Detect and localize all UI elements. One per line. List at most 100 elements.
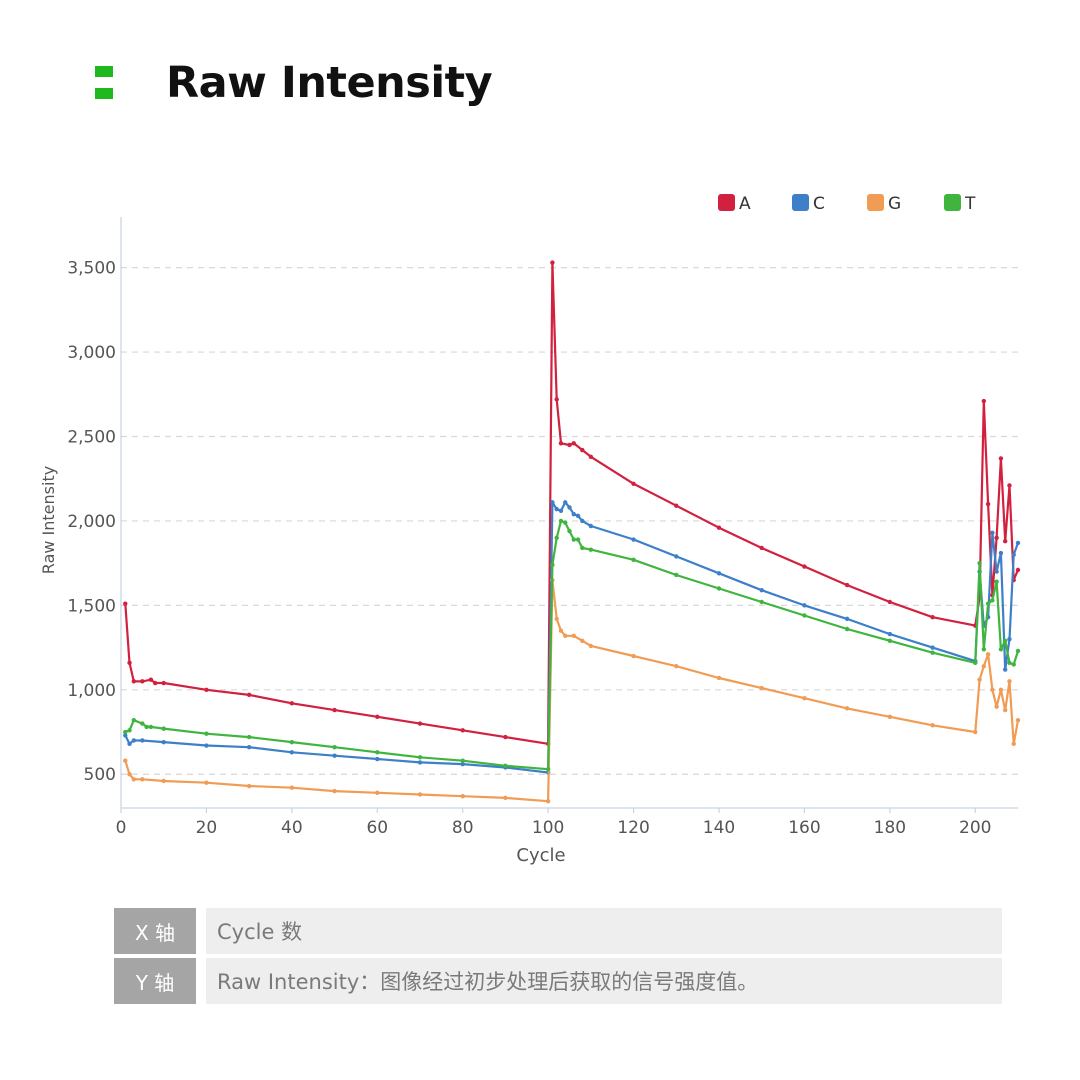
legend-item-T[interactable]: T <box>944 194 976 214</box>
data-point-C <box>1002 667 1008 672</box>
chart-axes <box>120 217 1018 813</box>
data-point-G <box>417 792 423 797</box>
legend-label: T <box>964 194 976 214</box>
data-point-T <box>580 545 585 551</box>
x-tick-label: 100 <box>532 818 564 838</box>
data-point-C <box>930 645 935 650</box>
data-point-G <box>332 788 337 794</box>
y-tick-label: 1,500 <box>67 596 116 616</box>
data-point-G <box>985 652 991 657</box>
legend-swatch <box>718 194 735 211</box>
data-point-T <box>558 518 564 524</box>
data-point-A <box>140 679 145 684</box>
data-point-A <box>460 728 465 733</box>
x-tick-label: 20 <box>196 818 218 838</box>
data-point-A <box>246 692 252 698</box>
info-key-x: X 轴 <box>114 908 196 954</box>
data-point-G <box>973 729 978 735</box>
axis-info-table: X 轴 Cycle 数 Y 轴 Raw Intensity：图像经过初步处理后获… <box>114 908 1002 1008</box>
x-tick-label: 80 <box>452 818 474 838</box>
data-point-T <box>674 572 679 578</box>
data-point-C <box>759 587 764 593</box>
data-point-T <box>973 660 978 665</box>
data-point-C <box>140 738 145 743</box>
data-point-A <box>131 679 137 684</box>
chart-grid <box>121 267 1018 775</box>
data-point-T <box>417 755 423 760</box>
data-point-C <box>554 506 559 512</box>
data-point-T <box>998 647 1004 652</box>
data-point-G <box>131 777 137 782</box>
data-point-C <box>460 761 465 767</box>
legend-item-C[interactable]: C <box>792 194 825 214</box>
x-tick-label: 0 <box>116 818 127 838</box>
data-point-T <box>1007 660 1012 665</box>
data-point-T <box>204 731 209 736</box>
data-point-T <box>631 557 636 562</box>
data-point-G <box>994 704 999 709</box>
x-tick-label: 60 <box>366 818 388 838</box>
data-point-G <box>204 780 209 785</box>
y-tick-label: 3,500 <box>67 259 116 279</box>
data-point-T <box>123 729 128 735</box>
data-point-A <box>332 707 337 713</box>
data-point-C <box>1007 636 1012 642</box>
data-point-A <box>981 398 987 404</box>
legend-label: G <box>888 194 901 214</box>
data-point-C <box>588 523 594 529</box>
data-point-G <box>375 790 380 796</box>
data-point-G <box>460 793 465 799</box>
data-point-C <box>246 745 252 750</box>
x-axis-label: Cycle <box>516 845 565 866</box>
data-point-G <box>674 663 679 669</box>
info-row-x: X 轴 Cycle 数 <box>114 908 1002 954</box>
data-point-G <box>887 714 893 720</box>
data-point-C <box>844 616 850 622</box>
data-point-T <box>575 537 581 542</box>
data-point-C <box>127 741 132 747</box>
data-point-A <box>887 599 893 605</box>
data-point-A <box>375 714 380 720</box>
data-point-A <box>1007 483 1012 488</box>
data-point-G <box>1002 707 1008 713</box>
legend-swatch <box>792 194 809 211</box>
data-point-G <box>1015 717 1021 723</box>
data-point-A <box>844 582 850 588</box>
data-point-G <box>759 685 764 691</box>
data-point-C <box>567 505 572 510</box>
legend-item-A[interactable]: A <box>718 194 751 214</box>
data-point-A <box>567 442 572 448</box>
data-point-G <box>545 799 551 804</box>
data-point-G <box>981 663 987 669</box>
info-key-y: Y 轴 <box>114 958 196 1004</box>
legend-label: C <box>813 194 825 214</box>
data-point-C <box>123 733 128 738</box>
data-point-T <box>588 547 594 552</box>
data-point-G <box>930 723 935 728</box>
data-point-G <box>289 785 295 790</box>
data-point-C <box>161 739 166 745</box>
data-point-A <box>550 260 555 265</box>
data-point-G <box>1011 741 1016 747</box>
data-point-T <box>994 579 999 584</box>
series-line-G <box>124 578 1020 803</box>
data-point-C <box>558 508 564 514</box>
data-point-A <box>123 601 128 606</box>
x-tick-label: 200 <box>959 818 991 838</box>
data-point-T <box>460 758 465 763</box>
data-point-G <box>716 675 722 681</box>
data-point-G <box>558 628 564 633</box>
data-point-A <box>417 721 423 726</box>
data-point-G <box>990 687 995 692</box>
y-tick-label: 1,000 <box>67 681 116 701</box>
data-point-G <box>1007 679 1012 684</box>
data-point-G <box>161 778 166 784</box>
data-point-A <box>289 701 295 706</box>
data-point-T <box>930 650 935 655</box>
data-point-C <box>204 743 209 748</box>
data-point-A <box>554 397 559 402</box>
x-tick-label: 120 <box>617 818 649 838</box>
legend-item-G[interactable]: G <box>867 194 901 214</box>
data-point-T <box>148 724 154 730</box>
